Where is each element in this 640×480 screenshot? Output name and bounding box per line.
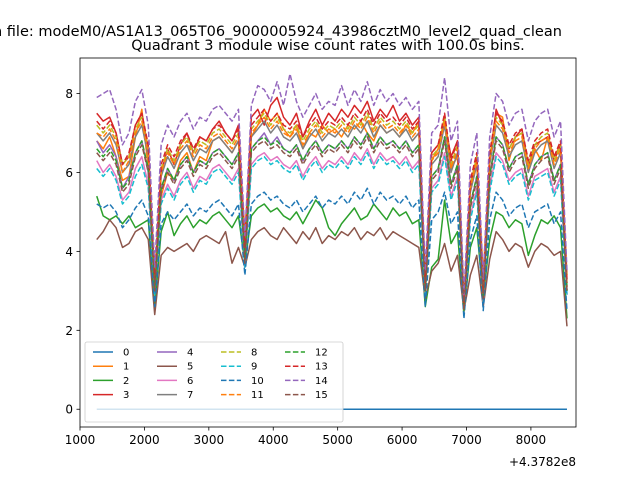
legend-label-0: 0: [123, 348, 129, 359]
axes-frame: [79, 57, 577, 428]
figure-suptitle: n file: modeM0/AS1A13_065T06_9000005924_…: [0, 24, 562, 40]
legend-label-15: 15: [315, 390, 328, 401]
axes: 1000 2000 3000 4000 5000 6000 7000 8000 0 2 4 6 8: [65, 57, 577, 447]
legend-label-8: 8: [251, 348, 257, 359]
legend-label-9: 9: [251, 362, 257, 373]
y-tick-label: 2: [65, 324, 73, 338]
x-tick-label: 5000: [322, 433, 353, 447]
x-tick-label: 4000: [258, 433, 289, 447]
x-tick-label: 6000: [387, 433, 418, 447]
legend-label-7: 7: [187, 390, 193, 401]
legend-label-3: 3: [123, 390, 129, 401]
legend-label-11: 11: [251, 390, 264, 401]
y-tick-label: 6: [65, 166, 73, 180]
series-line-14: [96, 73, 568, 296]
legend-label-2: 2: [123, 376, 129, 387]
series-line-9: [96, 151, 568, 316]
x-offset-text: +4.3782e8: [509, 455, 576, 469]
y-tick-label: 8: [65, 87, 73, 101]
x-tick-label: 8000: [516, 433, 547, 447]
legend-label-4: 4: [187, 348, 193, 359]
chart-title: Quadrant 3 module wise count rates with …: [131, 38, 525, 54]
x-tick-label: 7000: [451, 433, 482, 447]
series-line-15: [96, 136, 568, 312]
legend-label-10: 10: [251, 376, 264, 387]
series-line-10: [96, 187, 568, 320]
y-tick-label: 4: [65, 245, 73, 259]
x-tick-label: 1000: [65, 433, 96, 447]
legend-label-13: 13: [315, 362, 328, 373]
x-tick-label: 3000: [194, 433, 225, 447]
legend-label-6: 6: [187, 376, 193, 387]
legend-label-1: 1: [123, 362, 129, 373]
series-line-12: [96, 132, 568, 312]
series-line-5: [96, 219, 568, 327]
x-tick-label: 2000: [129, 433, 160, 447]
legend-label-5: 5: [187, 362, 193, 373]
legend-label-14: 14: [315, 376, 328, 387]
series-line-2: [96, 195, 568, 319]
y-tick-label: 0: [65, 403, 73, 417]
legend-label-12: 12: [315, 348, 328, 359]
legend-box: [84, 341, 344, 423]
